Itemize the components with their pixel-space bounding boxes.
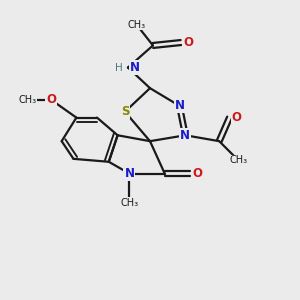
Text: O: O: [232, 111, 242, 124]
Text: N: N: [130, 61, 140, 74]
Text: S: S: [121, 105, 129, 118]
Text: N: N: [180, 129, 190, 142]
Text: O: O: [183, 36, 193, 49]
Text: CH₃: CH₃: [120, 198, 139, 208]
Text: N: N: [174, 99, 184, 112]
Text: O: O: [192, 167, 202, 180]
Text: CH₃: CH₃: [128, 20, 146, 30]
Text: O: O: [46, 93, 56, 106]
Text: CH₃: CH₃: [19, 95, 37, 105]
Text: N: N: [124, 167, 134, 180]
Text: CH₃: CH₃: [229, 155, 248, 165]
Text: H: H: [115, 63, 122, 73]
